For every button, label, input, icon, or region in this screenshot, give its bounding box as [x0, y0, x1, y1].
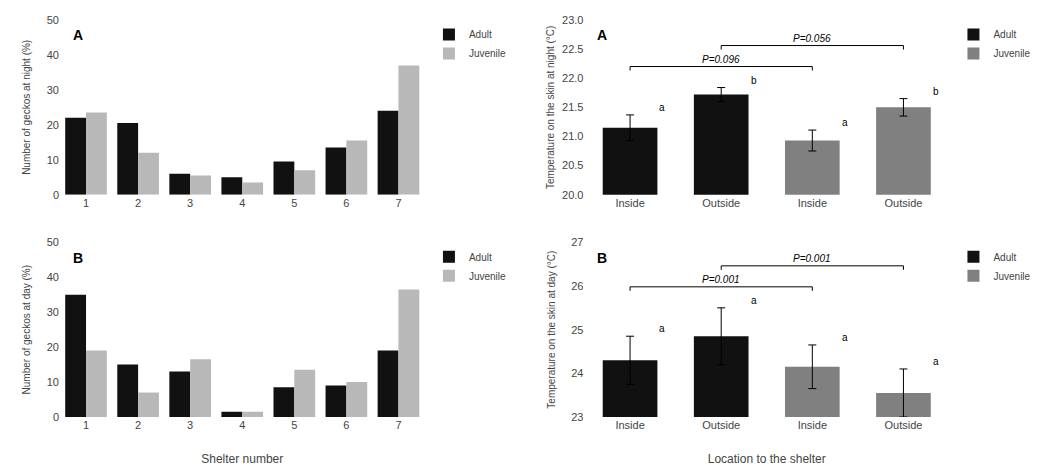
svg-text:b: b [751, 75, 757, 86]
svg-text:Adult: Adult [993, 252, 1016, 263]
svg-text:Shelter number: Shelter number [201, 452, 283, 466]
svg-text:Outside: Outside [702, 197, 740, 209]
svg-text:5: 5 [291, 419, 297, 431]
svg-text:23: 23 [571, 411, 583, 423]
svg-text:a: a [751, 295, 757, 306]
svg-text:Temperature on the skin at nig: Temperature on the skin at night (°C) [546, 26, 557, 190]
svg-text:30: 30 [47, 84, 59, 96]
svg-text:A: A [597, 27, 607, 43]
svg-text:P=0.001: P=0.001 [793, 253, 831, 264]
svg-text:2: 2 [135, 197, 141, 209]
svg-text:4: 4 [239, 419, 245, 431]
svg-text:Temperature on the skin at day: Temperature on the skin at day (°C) [546, 251, 557, 409]
svg-text:22.5: 22.5 [562, 43, 583, 55]
svg-text:a: a [933, 356, 939, 367]
svg-text:Inside: Inside [615, 197, 644, 209]
svg-text:P=0.096: P=0.096 [702, 54, 740, 65]
svg-text:Inside: Inside [615, 419, 644, 431]
svg-text:Adult: Adult [993, 29, 1016, 40]
svg-text:A: A [73, 27, 83, 43]
svg-text:27: 27 [571, 236, 583, 248]
svg-text:Outside: Outside [702, 419, 740, 431]
svg-text:Outside: Outside [884, 419, 922, 431]
svg-text:Juvenile: Juvenile [469, 271, 506, 282]
svg-text:50: 50 [47, 14, 59, 26]
svg-text:Inside: Inside [798, 419, 827, 431]
svg-text:20.0: 20.0 [562, 189, 583, 201]
svg-text:Inside: Inside [798, 197, 827, 209]
svg-text:24: 24 [571, 367, 583, 379]
svg-text:Adult: Adult [469, 29, 492, 40]
svg-text:26: 26 [571, 280, 583, 292]
svg-text:20.5: 20.5 [562, 159, 583, 171]
svg-text:7: 7 [395, 197, 401, 209]
svg-text:Number of geckos at night (%): Number of geckos at night (%) [21, 40, 32, 175]
svg-text:7: 7 [395, 419, 401, 431]
svg-text:0: 0 [53, 189, 59, 201]
svg-text:0: 0 [53, 411, 59, 423]
svg-text:50: 50 [47, 236, 59, 248]
svg-text:21.0: 21.0 [562, 130, 583, 142]
svg-text:Juvenile: Juvenile [993, 271, 1030, 282]
svg-text:4: 4 [239, 197, 245, 209]
svg-text:22.0: 22.0 [562, 72, 583, 84]
svg-text:5: 5 [291, 197, 297, 209]
svg-text:a: a [842, 332, 848, 343]
svg-text:Location to the shelter: Location to the shelter [708, 452, 826, 466]
svg-text:10: 10 [47, 376, 59, 388]
svg-text:25: 25 [571, 324, 583, 336]
svg-text:a: a [659, 102, 665, 113]
svg-text:6: 6 [343, 419, 349, 431]
svg-text:P=0.056: P=0.056 [793, 33, 831, 44]
svg-text:P=0.001: P=0.001 [702, 274, 740, 285]
svg-text:1: 1 [83, 419, 89, 431]
svg-text:Juvenile: Juvenile [469, 48, 506, 59]
svg-text:Number of geckos at day (%): Number of geckos at day (%) [21, 265, 32, 395]
svg-text:a: a [659, 323, 665, 334]
svg-text:B: B [73, 250, 83, 266]
svg-text:10: 10 [47, 154, 59, 166]
svg-text:Adult: Adult [469, 252, 492, 263]
svg-text:23.0: 23.0 [562, 14, 583, 26]
svg-text:6: 6 [343, 197, 349, 209]
svg-text:Outside: Outside [884, 197, 922, 209]
svg-text:21.5: 21.5 [562, 101, 583, 113]
svg-text:3: 3 [187, 197, 193, 209]
svg-text:a: a [842, 117, 848, 128]
svg-text:40: 40 [47, 271, 59, 283]
svg-text:1: 1 [83, 197, 89, 209]
svg-text:20: 20 [47, 341, 59, 353]
svg-text:20: 20 [47, 119, 59, 131]
svg-text:B: B [597, 250, 607, 266]
svg-text:b: b [933, 86, 939, 97]
svg-text:30: 30 [47, 306, 59, 318]
svg-text:2: 2 [135, 419, 141, 431]
svg-text:Juvenile: Juvenile [993, 48, 1030, 59]
svg-text:3: 3 [187, 419, 193, 431]
svg-text:40: 40 [47, 49, 59, 61]
